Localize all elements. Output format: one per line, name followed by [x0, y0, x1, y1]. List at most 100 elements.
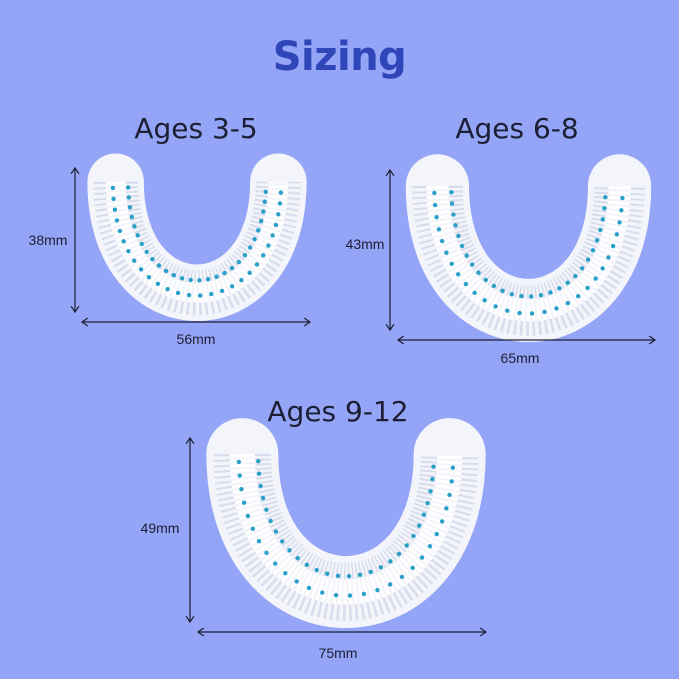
bristle-dot — [444, 250, 449, 255]
bristle-dot — [209, 291, 214, 297]
bristle-dot — [252, 236, 257, 242]
bristle-dot — [434, 215, 439, 220]
bristle-dot — [335, 573, 341, 578]
height-label-9-12: 49mm — [140, 520, 180, 536]
bristle-dot — [258, 483, 263, 489]
bristle-dot — [214, 274, 219, 279]
bristle-dot — [121, 239, 126, 244]
bristle-dot — [456, 233, 461, 239]
bristle-dot — [283, 571, 288, 576]
bristle-dot — [450, 465, 456, 470]
bristle-dot — [314, 567, 319, 573]
bristle-dot — [538, 293, 544, 298]
bristle-dot — [333, 592, 339, 598]
bristle-dot — [229, 265, 235, 271]
bristle-dot — [505, 308, 510, 313]
bristle-dot — [472, 290, 477, 296]
bristle-dot — [264, 550, 269, 556]
bristle-dot — [357, 572, 363, 578]
bristle-dot — [261, 253, 266, 258]
bristle-dot — [500, 288, 505, 293]
bristle-dot — [188, 277, 193, 283]
bristle-dot — [368, 569, 373, 575]
bristle-dot — [509, 291, 515, 297]
arrowhead-icon — [479, 627, 488, 637]
bristle-dot — [620, 195, 625, 201]
bristle-dot — [449, 190, 454, 195]
bristle-dot — [464, 253, 469, 258]
bristle-dot — [245, 513, 251, 519]
bristle-dot — [594, 238, 600, 243]
bristle-dot — [256, 459, 261, 464]
bristle-dot — [277, 201, 283, 206]
bristle-dot — [411, 533, 416, 539]
bristle-dot — [126, 249, 131, 254]
bristle-dot — [434, 531, 439, 537]
bristle-dot — [476, 270, 481, 275]
bristle-dot — [439, 238, 445, 244]
bristle-dot — [430, 476, 435, 482]
bristle-dot — [247, 245, 253, 250]
bristle-dot — [459, 243, 465, 249]
bristle-dot — [273, 529, 279, 534]
bristle-dot — [304, 562, 310, 568]
width-label-3-5: 56mm — [176, 331, 216, 347]
inner-bristles — [229, 454, 463, 605]
bristle-dot — [378, 565, 384, 570]
bristle-dot — [146, 274, 152, 280]
bristle-dot — [156, 263, 162, 268]
bristle-dot — [186, 292, 192, 298]
bristle-dot — [519, 293, 524, 299]
bristle-dot — [278, 190, 284, 195]
bristle-dot — [619, 208, 624, 213]
arrowhead-icon — [303, 317, 312, 327]
bristle-dot — [428, 489, 433, 494]
arrowhead-icon — [196, 627, 205, 637]
bristle-dot — [529, 311, 535, 316]
bristle-dot — [361, 591, 367, 597]
bristle-dot — [295, 556, 300, 561]
bristle-dot — [610, 243, 616, 249]
bristle-dot — [247, 270, 252, 275]
bristle-dot — [421, 512, 427, 517]
bristle-dot — [324, 571, 330, 576]
bristle-dot — [375, 587, 380, 593]
bristle-dot — [517, 310, 522, 316]
bristle-dot — [493, 304, 498, 309]
bristle-dot — [463, 281, 469, 287]
bristle-dot — [598, 227, 603, 233]
bristle-dot — [529, 294, 534, 299]
width-label-9-12: 75mm — [318, 645, 358, 661]
bristle-dot — [256, 471, 262, 476]
bristle-dot — [110, 185, 116, 191]
brush-head-6-8 — [405, 154, 652, 342]
bristle-dot — [439, 519, 445, 524]
bristle-dot — [279, 539, 285, 544]
bristle-dot — [557, 286, 562, 291]
bristle-dot — [320, 590, 325, 595]
bristle-dot — [237, 473, 242, 478]
bristle-dot — [222, 270, 227, 276]
bristle-dot — [447, 492, 452, 498]
bristle-dot — [165, 286, 170, 292]
bristle-dot — [565, 280, 570, 285]
bristle-dot — [573, 273, 578, 279]
bristle-dot — [117, 228, 123, 234]
bristle-dot — [576, 294, 581, 299]
bristle-dot — [554, 306, 559, 311]
arrowhead-icon — [396, 335, 405, 345]
bristle-dot — [603, 195, 608, 200]
bristle-dot — [425, 500, 430, 506]
bristle-dot — [602, 206, 607, 211]
bristle-dot — [469, 262, 475, 267]
height-label-3-5: 38mm — [28, 232, 68, 248]
bristle-dot — [585, 257, 591, 262]
bristle-dot — [256, 228, 261, 233]
bristle-dot — [229, 284, 235, 289]
bristle-dot — [197, 278, 202, 283]
bristle-dot — [565, 300, 571, 306]
bristle-dot — [138, 267, 144, 272]
bristle-dot — [198, 293, 203, 298]
bristle-dot — [263, 189, 268, 195]
bristle-dot — [444, 506, 449, 511]
